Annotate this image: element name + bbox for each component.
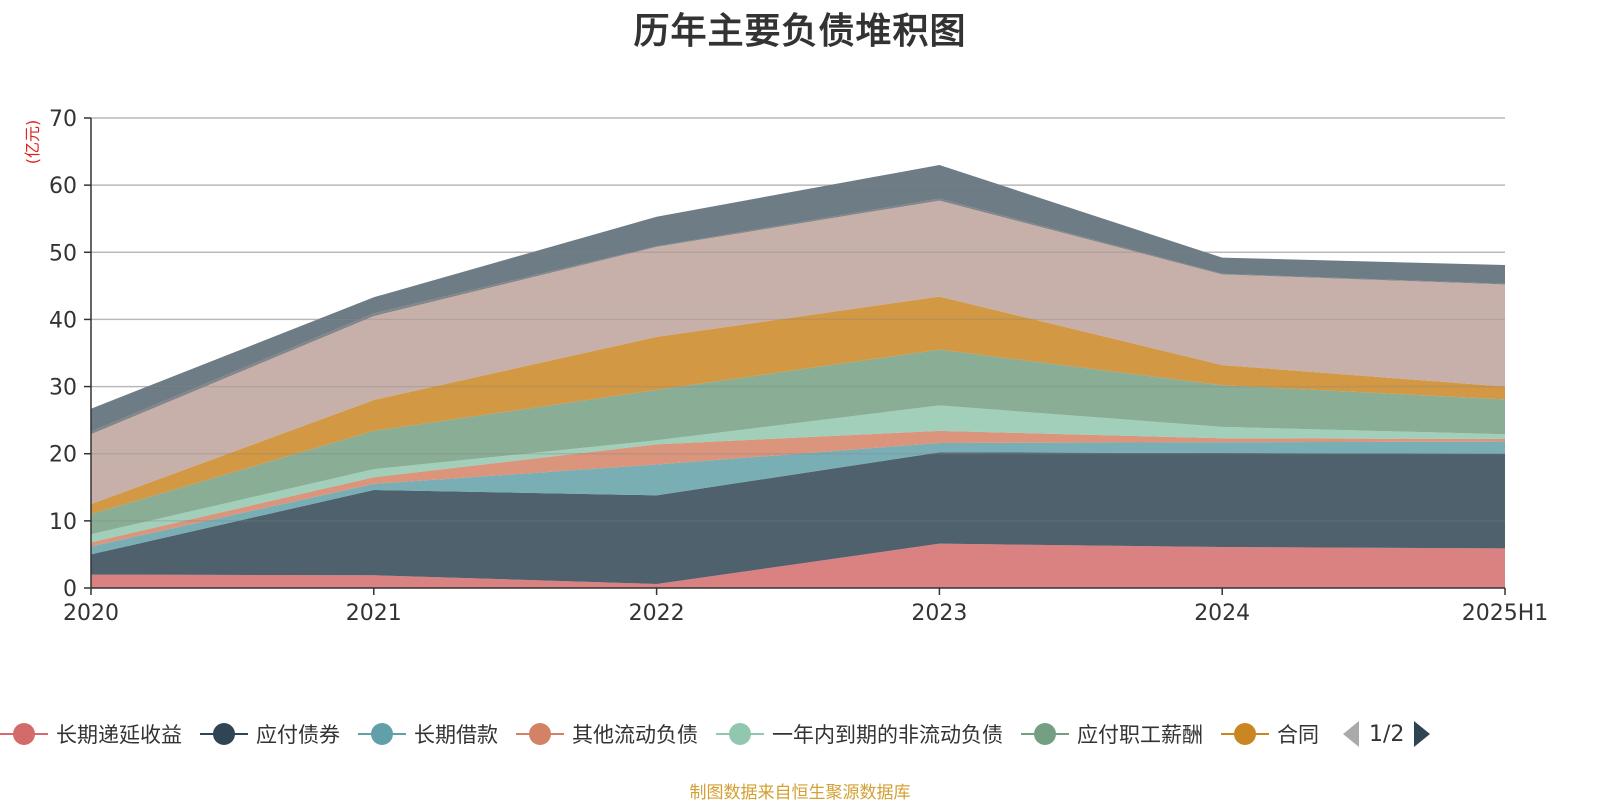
area-series-4[interactable] — [91, 405, 1505, 543]
area-series-7[interactable] — [91, 200, 1505, 505]
y-tick-label: 10 — [49, 510, 77, 535]
legend-item[interactable]: 长期递延收益 — [0, 719, 182, 749]
legend-label: 合同 — [1277, 723, 1319, 747]
legend-label: 长期借款 — [414, 723, 498, 747]
x-tick-label: 2020 — [63, 601, 119, 626]
x-tick-label: 2022 — [629, 601, 685, 626]
chart-title: 历年主要负债堆积图 — [633, 11, 967, 52]
area-series-9[interactable] — [91, 165, 1505, 432]
source-note: 制图数据来自恒生聚源数据库 — [689, 783, 911, 803]
legend-item[interactable]: 应付债券 — [200, 719, 340, 749]
legend-marker-icon — [358, 723, 406, 745]
legend-label: 一年内到期的非流动负债 — [772, 723, 1003, 747]
area-series-6[interactable] — [91, 296, 1505, 515]
legend-marker-icon — [516, 723, 564, 745]
x-tick-label: 2024 — [1194, 601, 1250, 626]
legend-item[interactable]: 应付职工薪酬 — [1021, 719, 1203, 749]
area-series-0[interactable] — [91, 543, 1505, 588]
legend-item[interactable]: 合同 — [1221, 719, 1319, 749]
legend-label: 其他流动负债 — [572, 723, 698, 747]
legend-marker-icon — [0, 723, 48, 745]
legend: 长期递延收益 应付债券 长期借款 其他流动负债 一年内到期的非流动负债 应付职工薪酬 合同 1… — [0, 716, 1432, 752]
x-tick-label: 2023 — [911, 601, 967, 626]
y-axis-unit-label: (亿元) — [23, 120, 42, 165]
page-indicator: 1/2 — [1369, 721, 1405, 747]
y-tick-label: 50 — [49, 241, 77, 266]
area-series — [91, 165, 1505, 588]
legend-item[interactable]: 一年内到期的非流动负债 — [716, 719, 1003, 749]
axes: 0 10 20 30 40 50 60 70 2020 2021 2022 2023 2024 2025H… — [23, 107, 1548, 626]
legend-pager: 1/2 — [1341, 719, 1432, 749]
y-tick-label: 70 — [49, 107, 77, 132]
y-tick-label: 30 — [49, 376, 77, 401]
y-tick-label: 40 — [49, 308, 77, 333]
x-tick-label: 2025H1 — [1462, 601, 1549, 626]
y-tick-label: 20 — [49, 443, 77, 468]
legend-label: 应付债券 — [256, 723, 340, 747]
legend-item[interactable]: 其他流动负债 — [516, 719, 698, 749]
legend-label: 长期递延收益 — [56, 723, 182, 747]
next-page-icon[interactable] — [1412, 719, 1432, 749]
legend-marker-icon — [200, 723, 248, 745]
legend-marker-icon — [1221, 723, 1269, 745]
legend-item[interactable]: 长期借款 — [358, 719, 498, 749]
x-tick-label: 2021 — [346, 601, 402, 626]
y-tick-label: 0 — [63, 577, 77, 602]
prev-page-icon[interactable] — [1341, 719, 1361, 749]
area-series-1[interactable] — [91, 452, 1505, 584]
legend-label: 应付职工薪酬 — [1077, 723, 1203, 747]
legend-marker-icon — [1021, 723, 1069, 745]
y-tick-label: 60 — [49, 174, 77, 199]
area-series-5[interactable] — [91, 349, 1505, 535]
area-series-2[interactable] — [91, 441, 1505, 555]
legend-marker-icon — [716, 723, 764, 745]
